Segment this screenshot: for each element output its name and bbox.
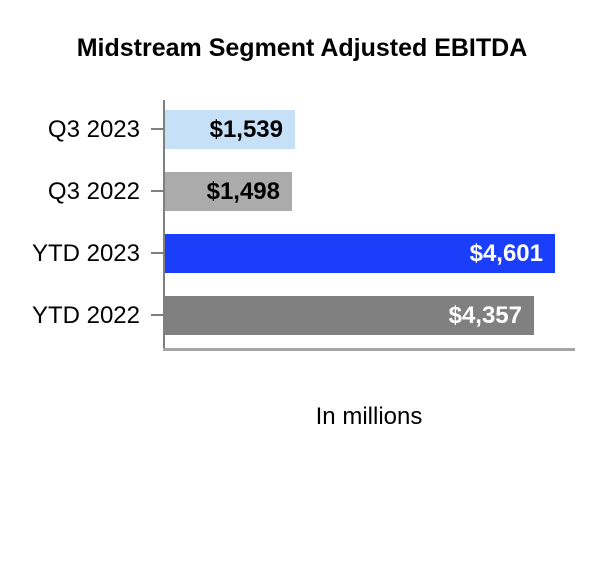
- chart-row: Q3 2022 $1,498: [0, 172, 604, 211]
- category-label: Q3 2023: [47, 115, 140, 143]
- axis-tick: [151, 128, 163, 130]
- bar-value-label: $4,601: [469, 239, 543, 267]
- bar-q3-2023: $1,539: [165, 110, 295, 149]
- chart-row: YTD 2023 $4,601: [0, 234, 604, 273]
- units-note: In millions: [315, 403, 423, 430]
- category-label: YTD 2022: [31, 301, 140, 329]
- bar-value-label: $4,357: [448, 301, 522, 329]
- bar-value-label: $1,539: [209, 115, 283, 143]
- bar-ytd-2022: $4,357: [165, 296, 534, 335]
- axis-tick: [151, 314, 163, 316]
- bar-q3-2022: $1,498: [165, 172, 292, 211]
- axis-tick: [151, 190, 163, 192]
- chart-row: YTD 2022 $4,357: [0, 296, 604, 335]
- y-axis-line: [163, 100, 165, 351]
- chart-title: Midstream Segment Adjusted EBITDA: [76, 34, 528, 62]
- chart-row: Q3 2023 $1,539: [0, 110, 604, 149]
- category-label: YTD 2023: [31, 239, 140, 267]
- x-axis-baseline: [163, 348, 575, 351]
- bar-ytd-2023: $4,601: [165, 234, 555, 273]
- category-label: Q3 2022: [47, 177, 140, 205]
- axis-tick: [151, 252, 163, 254]
- bar-value-label: $1,498: [206, 177, 280, 205]
